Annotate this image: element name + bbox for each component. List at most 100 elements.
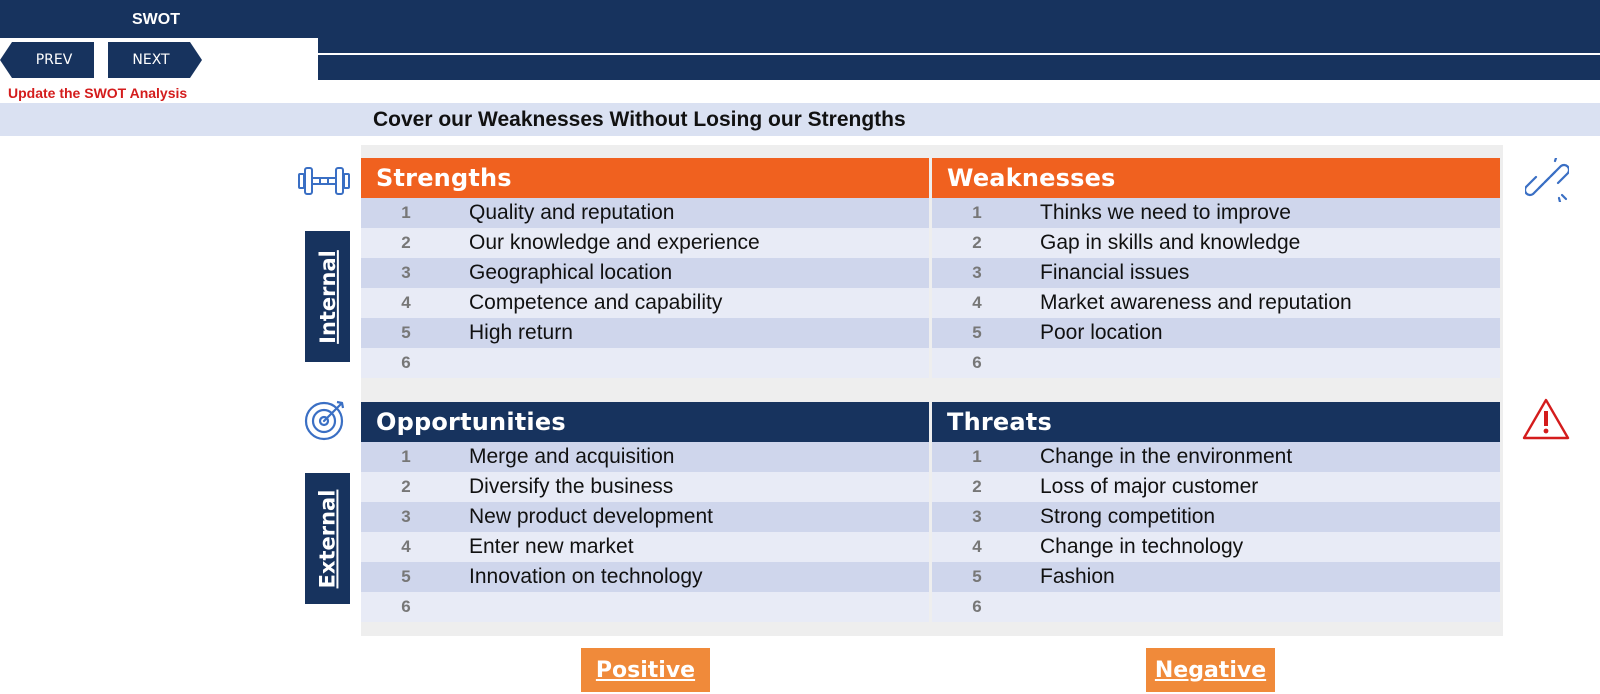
header-band: [318, 38, 1600, 80]
list-item: 5 Innovation on technology: [361, 562, 929, 592]
item-number: 4: [401, 293, 411, 312]
dumbbell-icon: [298, 167, 350, 195]
header-divider: [318, 53, 1600, 55]
app-title: SWOT: [132, 11, 180, 28]
list-item: 5 Poor location: [932, 318, 1500, 348]
list-item: 5 High return: [361, 318, 929, 348]
item-number: 6: [401, 353, 411, 372]
item-text: Market awareness and reputation: [1040, 291, 1352, 314]
internal-label-text: Internal: [315, 249, 340, 344]
item-text: Change in technology: [1040, 535, 1244, 558]
list-item: 3 Strong competition: [932, 502, 1500, 532]
weaknesses-header: Weaknesses: [932, 158, 1500, 198]
list-item: 1 Thinks we need to improve: [932, 198, 1500, 228]
item-number: 3: [972, 263, 982, 282]
list-item: 4 Change in technology: [932, 532, 1500, 562]
negative-button[interactable]: Negative: [1146, 648, 1275, 692]
threats-quadrant: Threats 1 Change in the environment 2 Loss…: [932, 402, 1500, 622]
list-item: 1 Merge and acquisition: [361, 442, 929, 472]
item-text: Financial issues: [1040, 261, 1190, 284]
list-item: 6: [361, 348, 929, 378]
item-text: Fashion: [1040, 565, 1115, 588]
opportunities-quadrant: Opportunities 1 Merge and acquisition 2 Di…: [361, 402, 929, 622]
internal-label: Internal: [305, 231, 350, 362]
item-text: Thinks we need to improve: [1040, 201, 1291, 224]
strengths-header: Strengths: [361, 158, 929, 198]
item-text: Innovation on technology: [469, 565, 703, 588]
list-item: 6: [932, 348, 1500, 378]
item-text: Gap in skills and knowledge: [1040, 231, 1301, 254]
item-number: 4: [972, 293, 982, 312]
external-label: External: [305, 473, 350, 604]
opportunities-list: 1 Merge and acquisition 2 Diversify the bu…: [361, 442, 929, 622]
item-text: Competence and capability: [469, 291, 723, 314]
item-text: Poor location: [1040, 321, 1163, 344]
item-number: 2: [401, 477, 411, 496]
item-number: 5: [972, 567, 982, 586]
item-number: 3: [401, 263, 411, 282]
weaknesses-list: 1 Thinks we need to improve 2 Gap in skill…: [932, 198, 1500, 378]
threats-list: 1 Change in the environment 2 Loss of majo…: [932, 442, 1500, 622]
top-bar: SWOT: [0, 0, 1600, 38]
item-text: Diversify the business: [469, 475, 674, 498]
item-number: 3: [401, 507, 411, 526]
strengths-quadrant: Strengths 1 Quality and reputation 2 Our k…: [361, 158, 929, 378]
update-swot-link[interactable]: Update the SWOT Analysis: [8, 85, 188, 101]
item-number: 6: [972, 597, 982, 616]
item-number: 1: [401, 203, 411, 222]
item-number: 6: [401, 597, 411, 616]
external-label-text: External: [315, 489, 340, 588]
weaknesses-quadrant: Weaknesses 1 Thinks we need to improve 2 G…: [932, 158, 1500, 378]
item-number: 5: [972, 323, 982, 342]
item-text: Strong competition: [1040, 505, 1216, 528]
list-item: 4 Competence and capability: [361, 288, 929, 318]
item-number: 5: [401, 323, 411, 342]
item-number: 4: [401, 537, 411, 556]
list-item: 3 New product development: [361, 502, 929, 532]
item-number: 1: [401, 447, 411, 466]
item-text: Geographical location: [469, 261, 673, 284]
item-text: Quality and reputation: [469, 201, 675, 224]
item-text: Loss of major customer: [1040, 475, 1259, 498]
list-item: 4 Enter new market: [361, 532, 929, 562]
list-item: 3 Financial issues: [932, 258, 1500, 288]
page-subtitle: Cover our Weaknesses Without Losing our …: [373, 108, 906, 131]
list-item: 2 Diversify the business: [361, 472, 929, 502]
list-item: 4 Market awareness and reputation: [932, 288, 1500, 318]
list-item: 2 Our knowledge and experience: [361, 228, 929, 258]
next-button[interactable]: NEXT: [108, 42, 202, 78]
item-text: Change in the environment: [1040, 445, 1293, 468]
list-item: 2 Loss of major customer: [932, 472, 1500, 502]
item-number: 4: [972, 537, 982, 556]
list-item: 2 Gap in skills and knowledge: [932, 228, 1500, 258]
opportunities-header: Opportunities: [361, 402, 929, 442]
positive-button[interactable]: Positive: [581, 648, 710, 692]
broken-link-icon: [1525, 158, 1569, 202]
item-text: Enter new market: [469, 535, 634, 558]
prev-button[interactable]: PREV: [0, 42, 94, 78]
item-number: 5: [401, 567, 411, 586]
item-number: 1: [972, 203, 982, 222]
strengths-list: 1 Quality and reputation 2 Our knowledge a…: [361, 198, 929, 378]
item-number: 2: [972, 233, 982, 252]
list-item: 5 Fashion: [932, 562, 1500, 592]
item-number: 3: [972, 507, 982, 526]
subtitle-bar: [0, 103, 1600, 136]
list-item: 1 Change in the environment: [932, 442, 1500, 472]
list-item: 1 Quality and reputation: [361, 198, 929, 228]
item-number: 2: [972, 477, 982, 496]
item-number: 1: [972, 447, 982, 466]
item-text: Merge and acquisition: [469, 445, 675, 468]
threats-header: Threats: [932, 402, 1500, 442]
item-text: New product development: [469, 505, 713, 528]
item-number: 2: [401, 233, 411, 252]
list-item: 6: [361, 592, 929, 622]
item-text: High return: [469, 321, 573, 344]
warning-icon: [1522, 398, 1570, 440]
list-item: 6: [932, 592, 1500, 622]
item-number: 6: [972, 353, 982, 372]
target-icon: [304, 400, 345, 441]
list-item: 3 Geographical location: [361, 258, 929, 288]
item-text: Our knowledge and experience: [469, 231, 760, 254]
